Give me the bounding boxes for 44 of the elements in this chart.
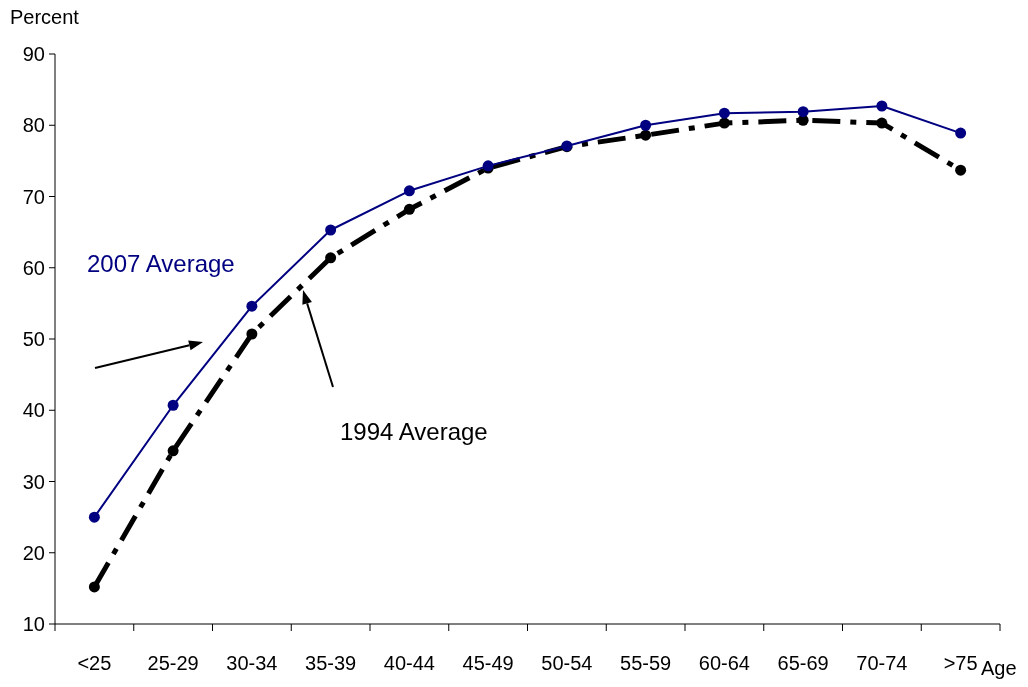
y-tick-label: 10 bbox=[22, 613, 45, 635]
point bbox=[167, 399, 179, 411]
x-tick-label: 45-49 bbox=[462, 652, 514, 674]
point bbox=[797, 106, 809, 118]
y-tick-label: 30 bbox=[22, 470, 45, 493]
x-axis-title: Age bbox=[981, 657, 1017, 679]
point bbox=[403, 185, 415, 197]
x-tick-label: >75 bbox=[943, 652, 978, 674]
x-tick-label: 40-44 bbox=[383, 652, 435, 674]
point bbox=[325, 252, 337, 264]
x-tick-label: <25 bbox=[77, 652, 112, 674]
y-tick-label: 50 bbox=[22, 328, 45, 350]
point bbox=[955, 164, 967, 176]
text: 1994 Average bbox=[340, 418, 488, 445]
point bbox=[325, 224, 337, 236]
point bbox=[876, 100, 888, 112]
point bbox=[167, 445, 179, 457]
point bbox=[640, 119, 652, 131]
point bbox=[718, 117, 730, 129]
y-tick-label: 70 bbox=[22, 185, 45, 208]
y-tick-label: 40 bbox=[22, 399, 45, 422]
x-tick-label: 55-59 bbox=[620, 652, 672, 674]
x-tick-label: 50-54 bbox=[541, 652, 593, 674]
y-tick-label: 60 bbox=[22, 256, 45, 279]
x-tick-label: 35-39 bbox=[305, 652, 357, 674]
point bbox=[640, 129, 652, 141]
x-tick-label: 70-74 bbox=[856, 652, 908, 674]
y-tick-label: 90 bbox=[22, 43, 45, 65]
point bbox=[246, 328, 258, 340]
point bbox=[88, 511, 100, 523]
point bbox=[955, 127, 967, 139]
y-tick-label: 80 bbox=[22, 114, 45, 137]
y-tick-label: 20 bbox=[22, 541, 45, 564]
x-tick-label: 60-64 bbox=[698, 652, 750, 674]
point bbox=[876, 117, 888, 129]
y-axis-title: Percent bbox=[10, 6, 80, 28]
x-tick-label: 30-34 bbox=[226, 652, 278, 674]
point bbox=[718, 107, 730, 119]
point bbox=[88, 581, 100, 593]
series-label: 2007 Average bbox=[87, 250, 235, 277]
x-tick-label: 65-69 bbox=[777, 652, 829, 674]
point bbox=[246, 300, 258, 312]
x-tick-label: 25-29 bbox=[147, 652, 199, 674]
point bbox=[403, 203, 415, 215]
